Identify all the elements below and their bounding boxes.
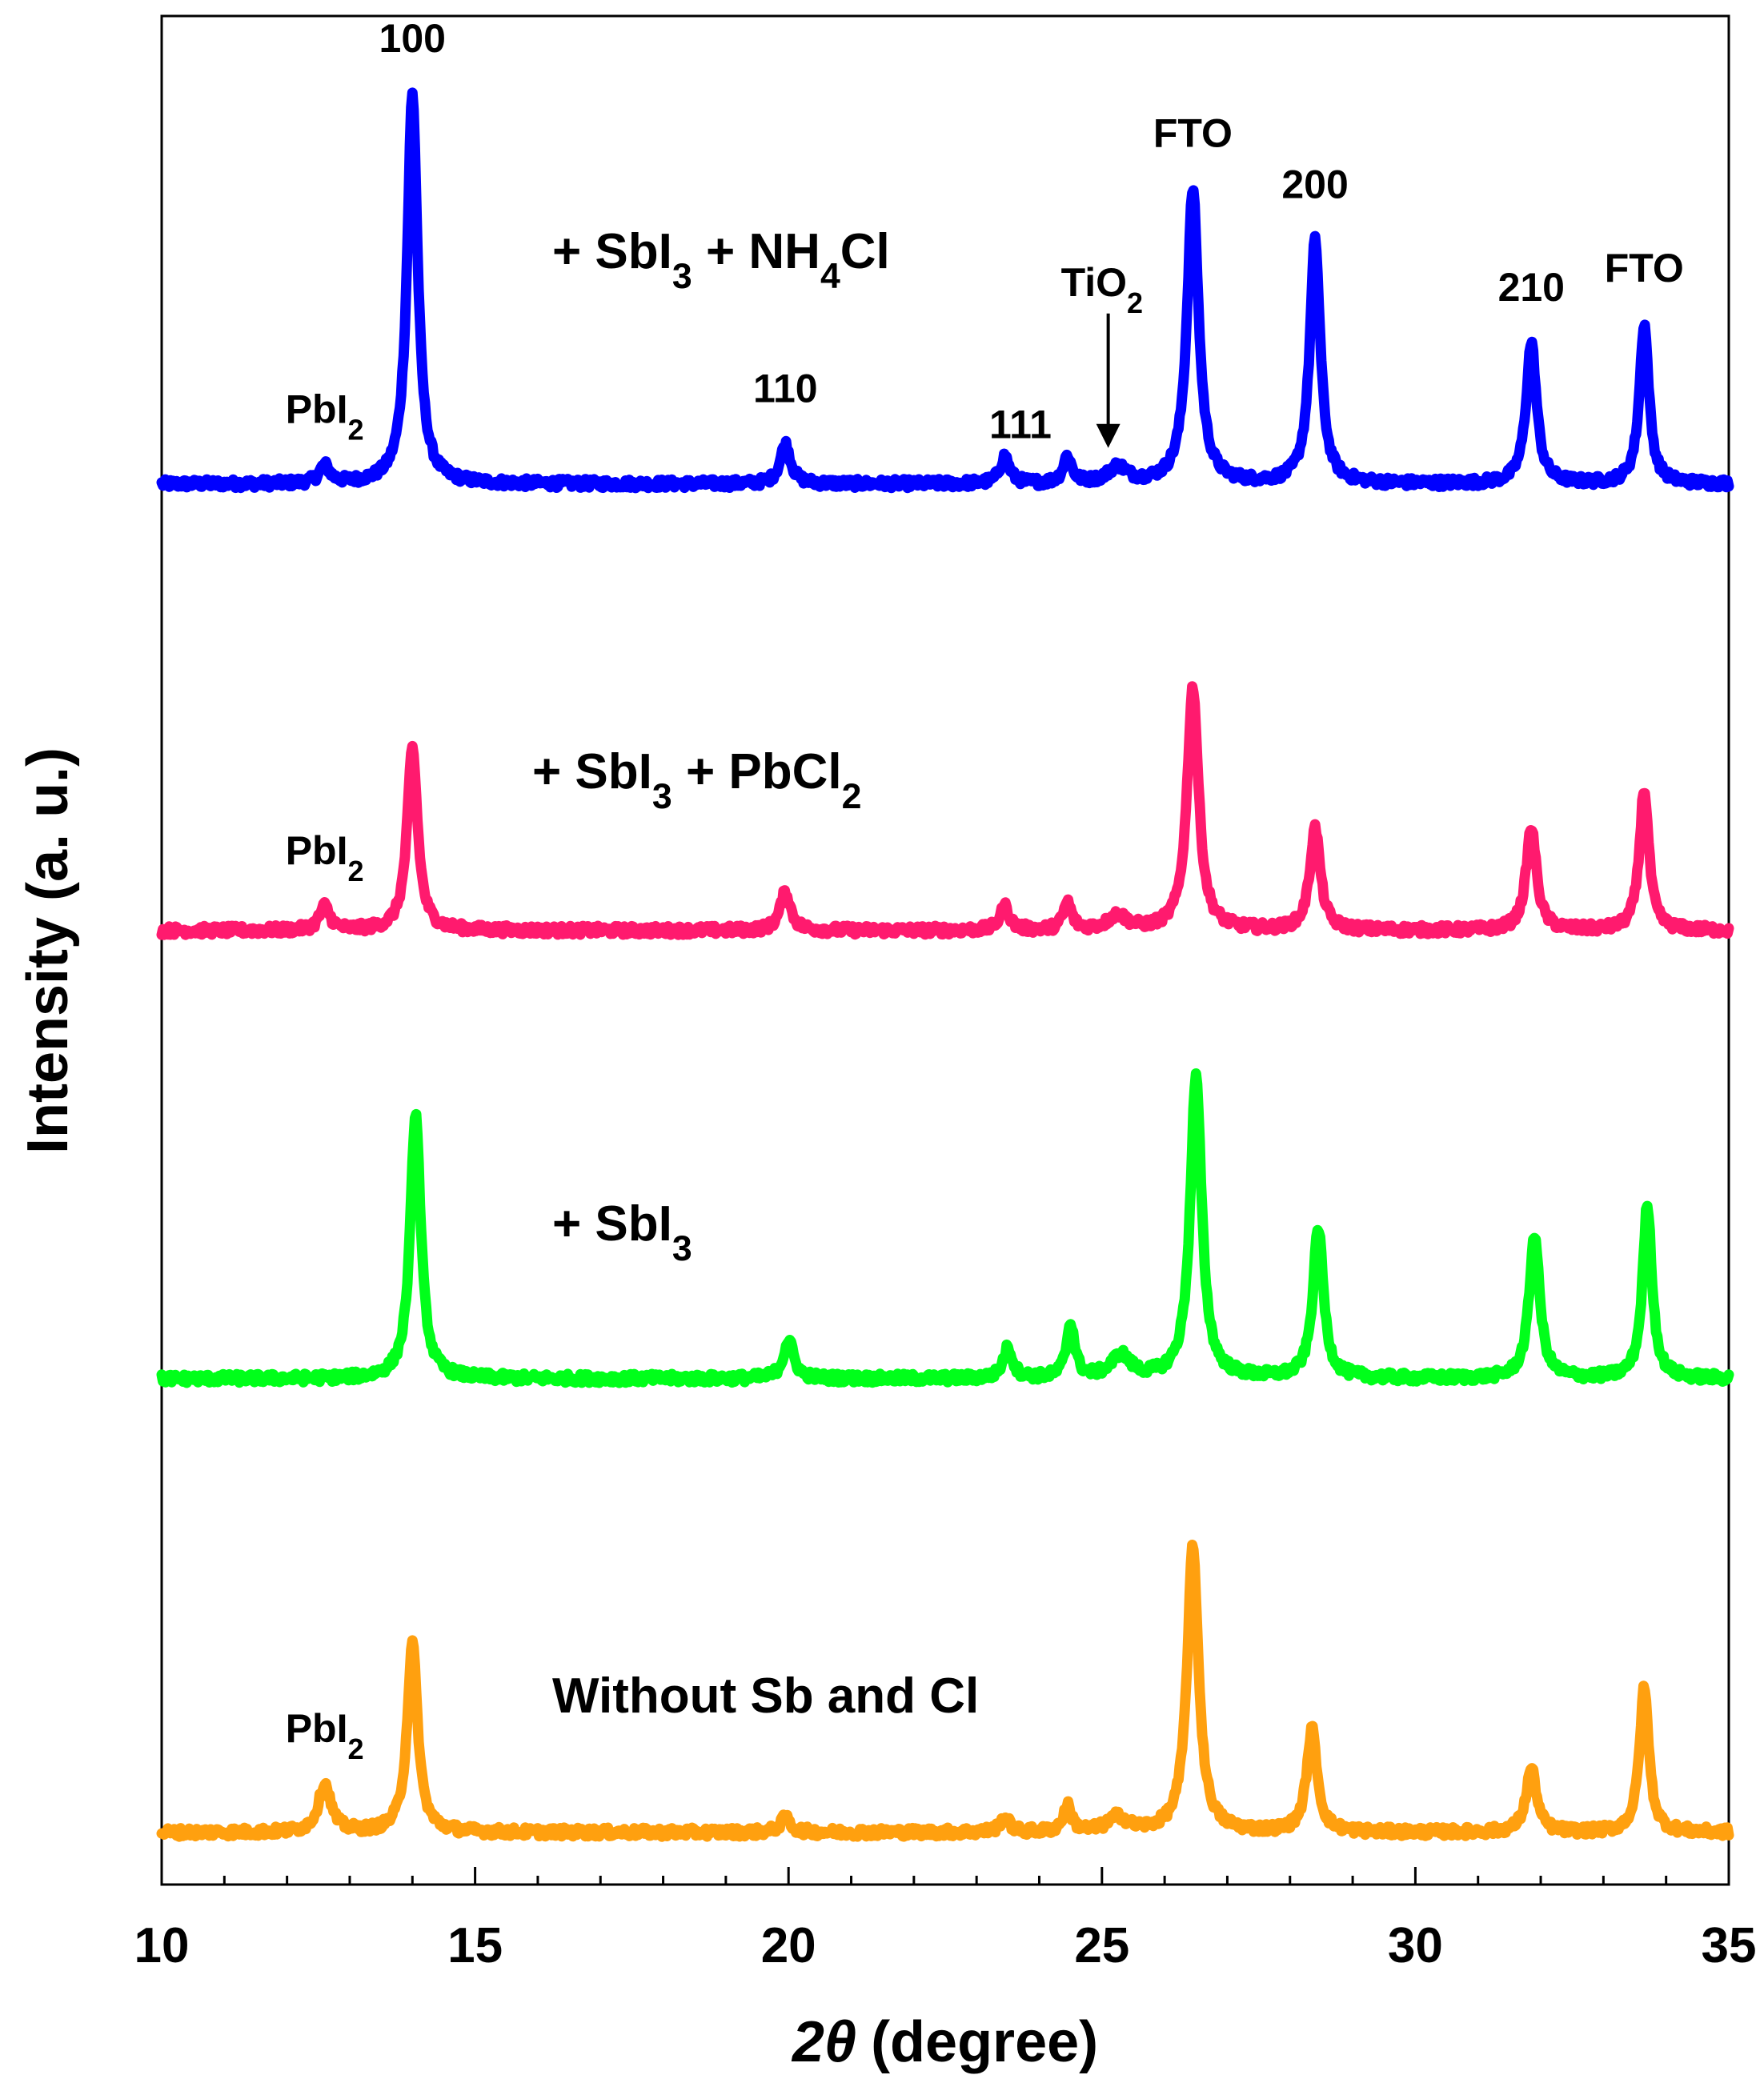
x-tick-label-10: 10	[134, 1918, 190, 1973]
series-label-sbi3-nh4cl-part-4: Cl	[840, 224, 890, 279]
series-line-sbi3-nh4cl	[156, 87, 1734, 494]
series-label-sbi3-part-0: + SbI	[552, 1196, 672, 1252]
peak-label-100-1-part-0: 100	[379, 16, 446, 61]
peak-label-tio2-4-part-0: TiO	[1061, 260, 1127, 305]
series-label-sbi3: + SbI3	[552, 1196, 692, 1268]
peak-label-tio2-4: TiO2	[1061, 260, 1143, 319]
series-label-without-sb-and-cl-part-0: Without Sb and Cl	[552, 1668, 979, 1724]
series-label-sbi3-nh4cl-part-1: 3	[672, 257, 692, 296]
x-tick-label-35: 35	[1702, 1918, 1757, 1973]
peak-label-pbi2-0: PbI2	[286, 387, 364, 446]
series-label-sbi3-nh4cl: + SbI3 + NH4Cl	[552, 224, 890, 296]
plot-frame	[160, 14, 1730, 1886]
series-label-sbi3-part-1: 3	[672, 1229, 692, 1268]
tio2-arrow-head	[1096, 423, 1121, 448]
x-tick-label-15: 15	[447, 1918, 503, 1973]
series-line-without-sb-and-cl	[156, 1540, 1734, 1842]
series-label-sbi3-nh4cl-part-2: + NH	[692, 224, 820, 279]
series-layer	[156, 87, 1734, 1842]
series-label-sbi3-pbcl2-part-2: + PbCl	[672, 744, 842, 799]
series-label-sbi3-nh4cl-part-3: 4	[820, 257, 840, 296]
x-major-ticks: 10 15 20 25 30 35	[134, 1867, 1757, 1973]
series-label-sbi3-pbcl2-part-0: + SbI	[532, 744, 652, 799]
series-line-sbi3-pbcl2	[156, 681, 1734, 940]
peak-label-pbi2-9-part-1: 2	[348, 854, 364, 887]
peak-label-pbi2-9: PbI2	[286, 828, 364, 887]
peak-label-tio2-4-part-1: 2	[1127, 286, 1143, 318]
peak-label-fto-5-part-0: FTO	[1153, 111, 1233, 156]
y-axis-title: Intensity (a. u.)	[16, 747, 80, 1154]
series-label-sbi3-pbcl2-part-3: 2	[842, 777, 862, 816]
series-label-sbi3-pbcl2-part-1: 3	[652, 777, 672, 816]
peak-label-200-6: 200	[1281, 162, 1348, 207]
x-tick-label-30: 30	[1388, 1918, 1443, 1973]
peak-label-111-3-part-0: 111	[989, 403, 1052, 447]
peak-label-fto-8-part-0: FTO	[1605, 246, 1684, 290]
peak-label-110-2: 110	[753, 367, 818, 411]
peak-label-pbi2-9-part-0: PbI	[286, 828, 348, 873]
series-line-sbi3	[156, 1068, 1734, 1388]
x-tick-label-20: 20	[761, 1918, 816, 1973]
x-axis-title-unit: (degree)	[871, 2010, 1098, 2074]
peak-label-fto-8: FTO	[1605, 246, 1684, 290]
peak-label-pbi2-10: PbI2	[286, 1706, 364, 1765]
series-labels: + SbI3 + NH4Cl+ SbI3 + PbCl2+ SbI3Withou…	[532, 224, 979, 1724]
x-minor-ticks	[223, 1876, 1668, 1885]
peak-label-pbi2-0-part-1: 2	[348, 413, 364, 446]
peak-label-210-7: 210	[1498, 265, 1565, 310]
x-axis-title-symbol: 2θ	[791, 2010, 856, 2074]
x-tick-label-25: 25	[1074, 1918, 1129, 1973]
peak-label-111-3: 111	[989, 403, 1052, 447]
peak-label-pbi2-10-part-0: PbI	[286, 1706, 348, 1751]
x-axis-title: 2θ (degree)	[791, 2010, 1098, 2074]
peak-label-110-2-part-0: 110	[753, 367, 818, 411]
peak-label-pbi2-0-part-0: PbI	[286, 387, 348, 431]
peak-label-210-7-part-0: 210	[1498, 265, 1565, 310]
series-label-sbi3-pbcl2: + SbI3 + PbCl2	[532, 744, 861, 816]
series-label-without-sb-and-cl: Without Sb and Cl	[552, 1668, 979, 1724]
peak-label-100-1: 100	[379, 16, 446, 61]
peak-label-fto-5: FTO	[1153, 111, 1233, 156]
peak-label-pbi2-10-part-1: 2	[348, 1732, 364, 1765]
series-label-sbi3-nh4cl-part-0: + SbI	[552, 224, 672, 279]
peak-label-200-6-part-0: 200	[1281, 162, 1348, 207]
